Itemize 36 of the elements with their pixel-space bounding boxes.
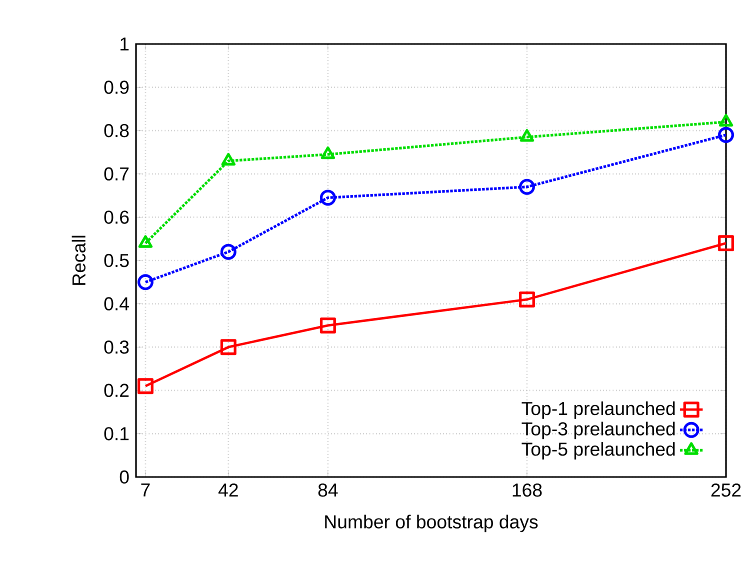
y-tick-label: 0.1 (104, 427, 129, 440)
legend-label: Top-1 prelaunched (522, 401, 675, 419)
y-tick-label: 0.5 (104, 254, 129, 268)
y-tick-label: 0.4 (104, 297, 129, 310)
point (220, 339, 236, 356)
point (220, 244, 236, 260)
legend-label: Top-5 prelaunched (522, 442, 675, 460)
y-tick-label: 0.7 (104, 167, 129, 181)
point (137, 274, 154, 290)
y-tick-label: 1 (120, 38, 129, 50)
y-tick-label: 0.6 (104, 210, 129, 224)
y-tick-label: 0.8 (104, 124, 129, 138)
y-tick-label: 0.2 (104, 384, 129, 398)
point (518, 291, 535, 308)
point (520, 129, 534, 142)
point (320, 146, 336, 160)
y-tick-label: 0 (120, 470, 129, 484)
y-tick-label: 0.9 (104, 80, 129, 94)
point (320, 190, 336, 206)
x-tick-label: 7 (141, 483, 150, 496)
point (718, 235, 734, 252)
legend-label: Top-3 prelaunched (522, 422, 675, 440)
point (221, 152, 236, 166)
point (718, 126, 734, 143)
y-tick-label: 0.3 (104, 340, 129, 354)
point (718, 114, 734, 127)
x-tick-label: 84 (318, 483, 338, 497)
point (137, 378, 154, 394)
x-tick-label: 252 (711, 483, 741, 497)
point (320, 317, 336, 334)
point (518, 178, 535, 195)
x-tick-label: 42 (218, 483, 238, 497)
x-tick-label: 168 (512, 483, 542, 497)
x-axis-title: Number of bootstrap days (325, 514, 538, 532)
y-axis-title: Recall (72, 236, 86, 285)
point (138, 235, 153, 248)
